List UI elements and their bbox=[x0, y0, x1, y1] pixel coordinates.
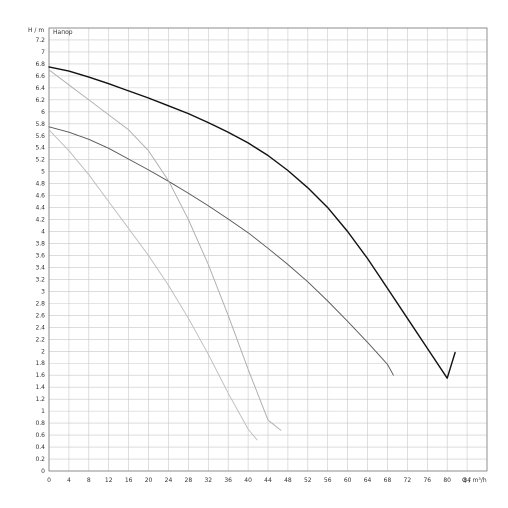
x-tick-label: 64 bbox=[364, 477, 372, 484]
y-tick-label: 3.2 bbox=[35, 276, 45, 283]
x-tick-label: 76 bbox=[423, 477, 431, 484]
x-tick-label: 4 bbox=[67, 477, 71, 484]
y-tick-label: 0.4 bbox=[35, 444, 45, 451]
y-tick-label: 3.4 bbox=[35, 264, 45, 271]
x-tick-label: 80 bbox=[443, 477, 451, 484]
y-tick-label: 4.8 bbox=[35, 181, 45, 188]
y-tick-label: 1.6 bbox=[35, 372, 45, 379]
x-tick-label: 52 bbox=[304, 477, 312, 484]
y-tick-label: 2.6 bbox=[35, 312, 45, 319]
grid bbox=[48, 27, 487, 472]
y-tick-label: 0 bbox=[41, 468, 45, 475]
x-tick-label: 20 bbox=[145, 477, 153, 484]
curves bbox=[48, 66, 456, 441]
y-tick-label: 4.4 bbox=[35, 205, 45, 212]
y-tick-label: 0.6 bbox=[35, 432, 45, 439]
y-tick-label: 1.2 bbox=[35, 396, 45, 403]
y-axis-caption: Напор bbox=[53, 29, 73, 36]
y-tick-label: 4.6 bbox=[35, 193, 45, 200]
y-tick-label: 7.2 bbox=[35, 37, 45, 44]
curve-1 bbox=[48, 66, 456, 379]
y-tick-label: 0.2 bbox=[35, 456, 45, 463]
y-tick-label: 3.6 bbox=[35, 252, 45, 259]
y-tick-label: 5.8 bbox=[35, 121, 45, 128]
x-tick-label: 36 bbox=[224, 477, 232, 484]
y-tick-label: 6.6 bbox=[35, 73, 45, 80]
x-axis-label: Q / m³/h bbox=[462, 477, 487, 484]
y-tick-label: 6 bbox=[41, 109, 45, 116]
x-tick-label: 32 bbox=[204, 477, 212, 484]
x-tick-label: 40 bbox=[244, 477, 252, 484]
y-axis-label: H / m bbox=[28, 27, 44, 34]
x-tick-labels: 0 4 8 12 16 20 24 28 32 36 40 44 48 52 56 60 64 68 72 76 80 8… bbox=[47, 477, 471, 484]
y-tick-label: 5.2 bbox=[35, 157, 45, 164]
y-tick-label: 5 bbox=[41, 169, 45, 176]
x-tick-label: 48 bbox=[284, 477, 292, 484]
y-tick-label: 2.4 bbox=[35, 324, 45, 331]
y-tick-label: 0.8 bbox=[35, 420, 45, 427]
y-tick-label: 4 bbox=[41, 229, 45, 236]
curve-3 bbox=[48, 69, 282, 431]
y-tick-label: 6.4 bbox=[35, 85, 45, 92]
y-tick-label: 2.8 bbox=[35, 300, 45, 307]
x-tick-label: 8 bbox=[87, 477, 91, 484]
curve-4 bbox=[48, 129, 258, 441]
x-tick-label: 24 bbox=[165, 477, 173, 484]
x-tick-label: 68 bbox=[384, 477, 392, 484]
curve-2 bbox=[48, 126, 394, 376]
x-tick-label: 44 bbox=[264, 477, 272, 484]
y-tick-label: 5.4 bbox=[35, 145, 45, 152]
x-tick-label: 56 bbox=[324, 477, 332, 484]
plot-frame bbox=[48, 27, 488, 472]
y-tick-label: 6.2 bbox=[35, 97, 45, 104]
y-tick-label: 1 bbox=[41, 408, 45, 415]
x-tick-label: 12 bbox=[105, 477, 113, 484]
y-tick-label: 6.8 bbox=[35, 61, 45, 68]
y-tick-label: 4.2 bbox=[35, 217, 45, 224]
x-tick-label: 0 bbox=[47, 477, 51, 484]
y-tick-labels: 0 0.2 0.4 0.6 0.8 1 1.2 1.4 1.6 1.8 2 2.2 2.4 2.6 2.8 3… bbox=[35, 37, 45, 475]
x-tick-label: 28 bbox=[185, 477, 193, 484]
y-tick-label: 2 bbox=[41, 348, 45, 355]
x-tick-label: 84 bbox=[463, 477, 471, 484]
y-tick-label: 3.8 bbox=[35, 241, 45, 248]
x-tick-label: 16 bbox=[125, 477, 133, 484]
y-tick-label: 1.8 bbox=[35, 360, 45, 367]
x-tick-label: 60 bbox=[344, 477, 352, 484]
y-tick-label: 1.4 bbox=[35, 384, 45, 391]
y-tick-label: 7 bbox=[41, 49, 45, 56]
y-tick-label: 2.2 bbox=[35, 336, 45, 343]
y-tick-label: 3 bbox=[41, 288, 45, 295]
y-tick-label: 5.6 bbox=[35, 133, 45, 140]
x-tick-label: 72 bbox=[404, 477, 412, 484]
